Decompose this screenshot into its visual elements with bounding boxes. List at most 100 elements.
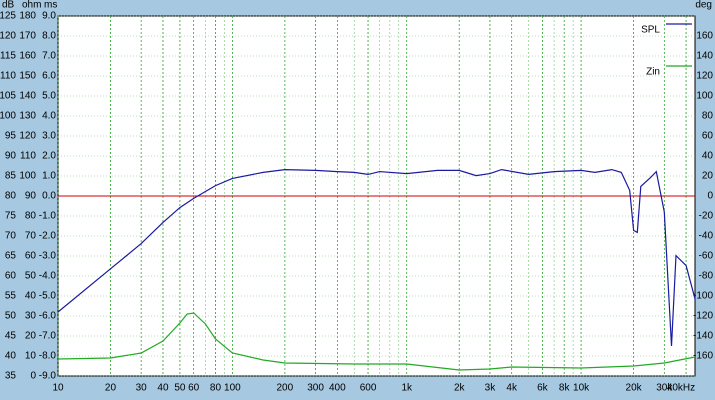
y2-tick-label: 0 <box>707 191 713 202</box>
y2-tick-label: 100 <box>696 91 713 102</box>
y-tick-label: 60 <box>5 271 17 282</box>
ms-axis-label: ms <box>44 0 57 11</box>
series-line <box>57 168 696 347</box>
ms-tick-label: 4.0 <box>42 111 56 122</box>
ohm-tick-label: 20 <box>25 331 37 342</box>
x-tick-label: 300 <box>307 383 324 394</box>
x-tick-label: 60 <box>188 383 200 394</box>
y2-tick-label: -40 <box>699 231 714 242</box>
x-tick-label: 4k <box>506 383 518 394</box>
y2-axis-label: deg <box>695 0 712 11</box>
ohm-tick-label: 40 <box>25 291 37 302</box>
ohm-tick-label: 0 <box>30 371 36 382</box>
y-tick-label: 110 <box>0 71 16 82</box>
ohm-axis-label: ohm <box>22 0 41 11</box>
y2-tick-label: -60 <box>699 251 714 262</box>
x-tick-label: 200 <box>277 383 294 394</box>
ohm-tick-label: 50 <box>25 271 37 282</box>
ohm-tick-label: 60 <box>25 251 37 262</box>
ms-tick-label: -2.0 <box>39 231 57 242</box>
y2-tick-label: -80 <box>699 271 714 282</box>
ms-tick-label: -3.0 <box>39 251 57 262</box>
x-tick-label: 50 <box>174 383 186 394</box>
y-tick-label: 125 <box>0 11 16 22</box>
ms-tick-label: 0.0 <box>42 191 56 202</box>
ms-tick-label: -8.0 <box>39 351 57 362</box>
y-tick-label: 95 <box>5 131 17 142</box>
ms-tick-label: -9.0 <box>39 371 57 382</box>
y-tick-label: 105 <box>0 91 16 102</box>
x-tick-label: 10 <box>52 383 64 394</box>
y-tick-label: 120 <box>0 31 16 42</box>
ohm-tick-label: 110 <box>20 151 36 162</box>
y2-tick-label: 160 <box>696 31 713 42</box>
ohm-tick-label: 10 <box>25 351 37 362</box>
y-tick-label: 50 <box>5 311 17 322</box>
ms-tick-label: -5.0 <box>39 291 57 302</box>
legend-label: SPL <box>641 25 660 36</box>
ohm-tick-label: 100 <box>19 171 36 182</box>
y-tick-label: 35 <box>5 371 17 382</box>
y2-tick-label: 140 <box>696 51 713 62</box>
y-tick-label: 115 <box>0 51 16 62</box>
ohm-tick-label: 170 <box>19 31 36 42</box>
x-tick-label: 2k <box>454 383 466 394</box>
y-tick-label: 70 <box>5 231 17 242</box>
x-tick-label: 40 <box>157 383 169 394</box>
ms-tick-label: 5.0 <box>42 91 56 102</box>
x-tick-label: 20k <box>626 383 643 394</box>
y-tick-label: 55 <box>5 291 17 302</box>
y-tick-label: 40 <box>5 351 17 362</box>
x-tick-label: 400 <box>329 383 346 394</box>
y-tick-label: 75 <box>5 211 17 222</box>
y2-tick-label: 120 <box>696 71 713 82</box>
ohm-tick-label: 80 <box>25 211 37 222</box>
ohm-tick-label: 160 <box>19 51 36 62</box>
ms-tick-label: 9.0 <box>42 11 56 22</box>
y2-tick-label: -100 <box>693 291 713 302</box>
x-tick-label: 40kHz <box>667 383 695 394</box>
ms-tick-label: 7.0 <box>42 51 56 62</box>
x-tick-label: 600 <box>360 383 377 394</box>
ohm-tick-label: 150 <box>19 71 36 82</box>
y2-tick-label: -160 <box>693 351 713 362</box>
ohm-tick-label: 130 <box>19 111 36 122</box>
ms-tick-label: 8.0 <box>42 31 56 42</box>
ms-tick-label: 3.0 <box>42 131 56 142</box>
y2-tick-label: -120 <box>693 311 713 322</box>
ohm-tick-label: 180 <box>19 11 36 22</box>
ohm-tick-label: 120 <box>19 131 36 142</box>
x-tick-label: 3k <box>485 383 497 394</box>
y-axis-label: dB <box>2 0 15 11</box>
ms-tick-label: 1.0 <box>42 171 56 182</box>
ohm-tick-label: 90 <box>25 191 37 202</box>
y2-tick-label: 80 <box>702 111 714 122</box>
y-tick-label: 65 <box>5 251 17 262</box>
y-tick-label: 80 <box>5 191 17 202</box>
legend-label: Zin <box>646 67 660 78</box>
ms-tick-label: -1.0 <box>39 211 57 222</box>
x-tick-label: 30k <box>656 383 673 394</box>
ohm-tick-label: 30 <box>25 311 37 322</box>
y2-tick-label: 60 <box>702 131 714 142</box>
x-tick-label: 100 <box>224 383 241 394</box>
y2-tick-label: -140 <box>693 331 713 342</box>
y2-tick-label: -20 <box>699 211 714 222</box>
x-tick-label: 6k <box>537 383 549 394</box>
y-tick-label: 45 <box>5 331 17 342</box>
ohm-tick-label: 70 <box>25 231 37 242</box>
x-tick-label: 8k <box>559 383 571 394</box>
x-tick-label: 80 <box>210 383 222 394</box>
x-tick-label: 10k <box>573 383 590 394</box>
ms-tick-label: 6.0 <box>42 71 56 82</box>
y-tick-label: 85 <box>5 171 17 182</box>
y-tick-label: 90 <box>5 151 17 162</box>
y-tick-label: 100 <box>0 111 16 122</box>
ms-tick-label: -6.0 <box>39 311 57 322</box>
ms-tick-label: -4.0 <box>39 271 57 282</box>
y2-tick-label: 20 <box>702 171 714 182</box>
ms-tick-label: -7.0 <box>39 331 57 342</box>
y2-tick-label: 40 <box>702 151 714 162</box>
